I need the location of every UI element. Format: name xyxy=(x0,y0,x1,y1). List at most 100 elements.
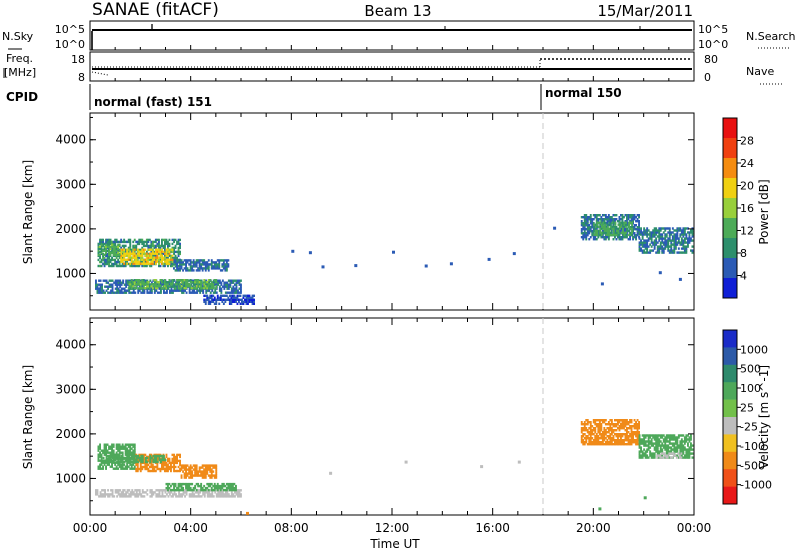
data-cell xyxy=(218,267,221,270)
data-cell xyxy=(159,469,162,473)
data-cell xyxy=(203,495,206,498)
data-cell xyxy=(136,240,139,244)
data-cell xyxy=(658,233,661,236)
data-cell xyxy=(240,283,242,286)
data-cell xyxy=(595,435,598,438)
data-cell xyxy=(173,283,176,286)
data-cell xyxy=(191,491,194,494)
data-cell xyxy=(195,470,198,473)
data-cell xyxy=(240,493,242,496)
data-cell xyxy=(179,267,181,270)
data-cell xyxy=(240,279,242,282)
data-cell xyxy=(114,251,117,254)
data-cell xyxy=(670,434,673,437)
data-cell xyxy=(228,300,231,303)
data-cell xyxy=(190,495,193,498)
data-cell xyxy=(151,252,154,255)
data-cell xyxy=(138,285,141,288)
data-cell xyxy=(212,470,215,473)
data-cell xyxy=(192,261,195,264)
data-cell xyxy=(641,237,644,240)
power-x-ticks xyxy=(89,113,695,310)
data-cell xyxy=(676,237,679,240)
data-cell xyxy=(596,221,599,224)
data-cell xyxy=(630,435,633,438)
data-cell xyxy=(610,427,613,430)
colorbar-segment xyxy=(723,158,737,179)
data-cell xyxy=(131,489,134,492)
data-cell xyxy=(105,243,107,246)
data-cell xyxy=(626,421,628,424)
data-cell xyxy=(221,298,224,301)
data-cell xyxy=(217,279,220,282)
y-tick-label: 3000 xyxy=(55,177,86,191)
data-cell xyxy=(646,241,649,244)
data-cell xyxy=(213,296,216,299)
data-cell xyxy=(102,449,104,452)
data-cell xyxy=(158,495,161,498)
data-cell xyxy=(214,291,217,294)
data-cell xyxy=(680,237,683,240)
data-cell xyxy=(670,239,673,242)
data-cell xyxy=(162,285,165,288)
data-cell xyxy=(118,445,121,448)
data-cell xyxy=(662,438,665,441)
data-cell xyxy=(178,493,180,496)
data-cell xyxy=(138,264,141,268)
data-cell xyxy=(630,437,633,440)
data-cell xyxy=(176,495,179,498)
data-cell xyxy=(102,460,105,464)
data-cell xyxy=(163,291,165,294)
data-cell xyxy=(126,279,129,282)
colorbar-tick-label: 16 xyxy=(740,202,754,215)
data-cell xyxy=(136,281,139,284)
data-cell xyxy=(615,238,618,241)
data-cell xyxy=(115,264,118,268)
data-cell xyxy=(591,226,594,229)
data-cell xyxy=(136,252,139,255)
data-cell xyxy=(240,289,242,292)
data-cell xyxy=(129,258,132,262)
data-cell xyxy=(99,463,101,466)
data-cell xyxy=(158,256,160,259)
data-patch xyxy=(97,243,121,256)
data-cell xyxy=(677,436,680,439)
data-cell xyxy=(147,258,150,261)
data-cell xyxy=(629,419,631,422)
data-cell xyxy=(144,248,147,251)
data-cell xyxy=(116,491,119,494)
data-cell xyxy=(122,493,125,496)
data-cell xyxy=(212,474,215,477)
data-cell xyxy=(234,283,236,286)
data-cell xyxy=(673,241,676,244)
data-cell xyxy=(206,265,209,268)
data-cell xyxy=(685,450,688,453)
data-cell xyxy=(174,259,177,262)
data-cell xyxy=(653,233,656,236)
data-cell xyxy=(247,298,249,301)
data-cell xyxy=(668,450,671,453)
data-cell xyxy=(626,433,628,436)
data-cell xyxy=(203,259,206,262)
data-cell xyxy=(647,245,650,248)
data-cell xyxy=(225,263,228,266)
data-cell xyxy=(235,291,238,294)
data-cell xyxy=(667,446,670,449)
data-cell xyxy=(659,456,662,459)
data-cell xyxy=(225,486,228,490)
data-cell xyxy=(168,244,171,248)
data-cell xyxy=(168,238,171,242)
data-cell xyxy=(116,283,119,286)
data-cell xyxy=(169,291,171,294)
data-cell xyxy=(691,456,694,459)
data-cell xyxy=(669,456,672,459)
data-cell xyxy=(154,238,157,242)
data-cell xyxy=(132,291,135,294)
data-cell xyxy=(124,443,127,446)
data-cell xyxy=(182,283,184,286)
data-cell xyxy=(218,261,221,264)
data-cell xyxy=(195,474,198,477)
data-cell xyxy=(111,489,114,492)
data-cell xyxy=(226,291,229,294)
